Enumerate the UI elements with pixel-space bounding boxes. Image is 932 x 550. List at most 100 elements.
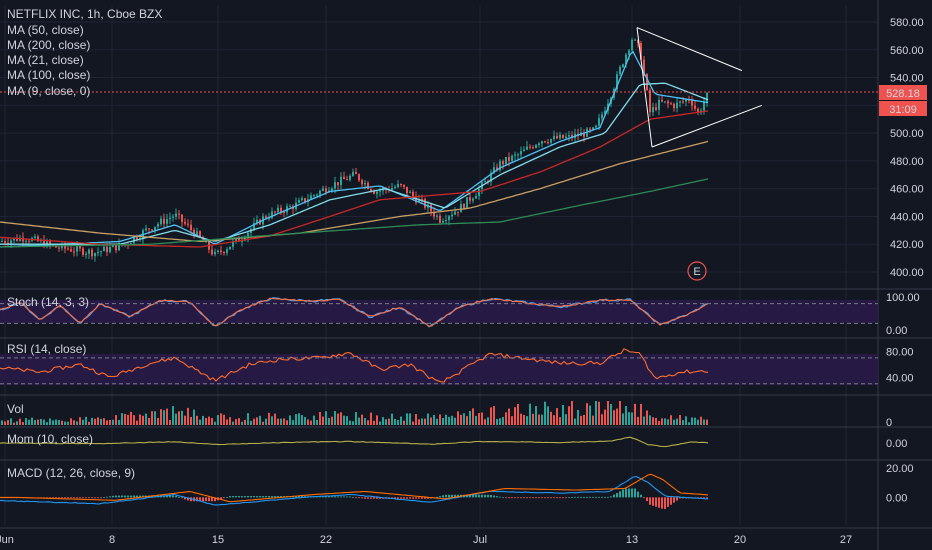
volume-bar [604,409,606,425]
time-tick-label: 13 [626,534,638,546]
candle-body [646,74,648,91]
volume-bar [655,417,657,425]
momentum-title[interactable]: Mom (10, close) [7,432,93,446]
volume-bar [400,416,402,425]
candle-body [79,246,81,249]
macd-histogram-bar [499,496,501,498]
price-pane[interactable] [0,27,763,262]
candle-body [703,102,705,111]
macd-histogram-bar [481,494,483,498]
volume-bar [223,414,225,425]
volume-bar [562,404,564,425]
volume-bar [442,417,444,425]
volume-bar [367,420,369,425]
volume-bar [211,418,213,425]
candle-body [655,107,657,110]
legend-ma50[interactable]: MA (50, close) [7,23,84,37]
volume-bar [493,406,495,425]
volume-bar [160,409,162,425]
volume-bar [352,421,354,425]
macd-histogram-bar [337,496,339,498]
macd-histogram-bar [550,497,552,499]
macd-histogram-bar [346,496,348,498]
volume-bar [466,416,468,425]
candle-body [649,90,651,113]
macd-histogram-bar [208,497,210,502]
volume-bar [349,420,351,425]
candle-body [511,155,513,161]
macd-histogram-bar [301,496,303,498]
macd-histogram-bar [232,496,234,498]
volume-bar [529,403,531,425]
macd-histogram-bar [448,494,450,498]
volume-bar [613,410,615,425]
macd-title[interactable]: MACD (12, 26, close, 9) [7,466,135,480]
volume-bar [187,407,189,425]
symbol-title[interactable]: NETFLIX INC, 1h, Cboe BZX [7,7,162,21]
legend-ma200[interactable]: MA (200, close) [7,38,90,52]
volume-title[interactable]: Vol [7,402,24,416]
volume-bar [16,421,18,425]
volume-bar [328,418,330,425]
legend-ma100[interactable]: MA (100, close) [7,68,90,82]
volume-bar [70,418,72,425]
volume-bar [454,417,456,425]
volume-bar [595,401,597,425]
macd-histogram-bar [520,497,522,499]
volume-bar [118,419,120,425]
candle-body [223,252,225,254]
candle-body [229,246,231,250]
macd-histogram-bar [280,496,282,498]
macd-histogram-bar [445,494,447,498]
volume-bar [601,414,603,425]
time-axis[interactable]: Jun 8 15 22 Jul 13 20 27 [0,534,852,546]
macd-histogram-bar [451,494,453,498]
legend-ma9[interactable]: MA (9, close, 0) [7,84,90,98]
volume-bar [295,414,297,425]
legend-ma21[interactable]: MA (21, close) [7,53,84,67]
candle-body [604,110,606,115]
candle-body [337,182,339,186]
volume-bar [292,420,294,425]
candle-body [211,249,213,255]
macd-histogram-bar [640,494,642,498]
candle-body [82,248,84,255]
volume-bar [25,418,27,425]
volume-bar [457,411,459,425]
candle-body [694,105,696,109]
volume-bar [283,418,285,425]
volume-bar [553,415,555,425]
macd-histogram-bar [91,497,93,499]
candle-body [568,134,570,137]
candle-body [268,217,270,219]
macd-histogram-bar [523,497,525,499]
trendline [651,104,763,148]
volume-bar [658,420,660,425]
macd-histogram-bar [340,496,342,498]
earnings-marker-icon[interactable] [687,261,707,281]
stoch-title[interactable]: Stoch (14, 3, 3) [7,295,89,309]
volume-bar [181,410,183,425]
candle-body [679,101,681,103]
macd-histogram-bar [334,496,336,498]
macd-histogram-bar [589,496,591,498]
volume-bar [184,415,186,425]
macd-histogram-bar [535,497,537,499]
candle-body [619,67,621,75]
indicator-panes[interactable] [0,297,878,510]
volume-bar [61,420,63,425]
macd-histogram-bar [175,495,177,498]
macd-histogram-bar [58,497,60,499]
rsi-title[interactable]: RSI (14, close) [7,342,86,356]
candle-body [430,204,432,212]
candle-body [316,194,318,196]
candle-body [667,101,669,104]
volume-bar [433,414,435,425]
trendline [636,27,653,148]
macd-histogram-bar [643,497,645,499]
volume-bar [418,419,420,425]
macd-histogram-bar [544,497,546,499]
candle-body [697,108,699,113]
candle-body [541,141,543,144]
